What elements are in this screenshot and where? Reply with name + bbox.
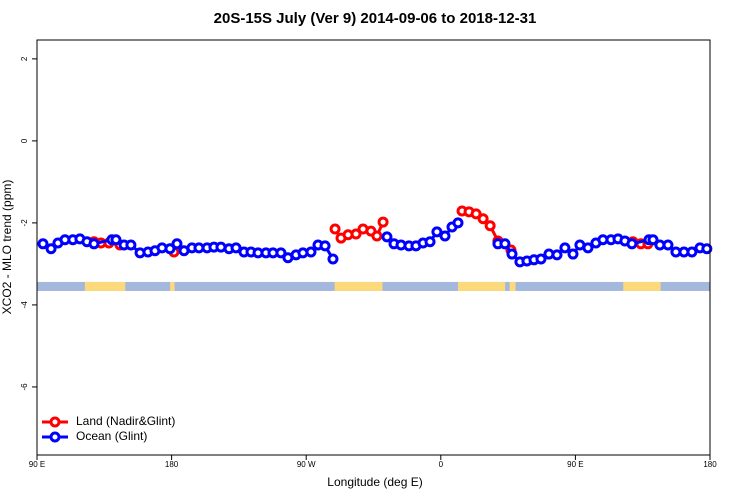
point	[701, 243, 713, 255]
point	[125, 239, 137, 251]
point	[37, 238, 49, 250]
land-strip	[509, 281, 516, 291]
point	[452, 217, 464, 229]
point	[559, 242, 571, 254]
point	[439, 230, 451, 242]
y-tick-label: -2	[20, 219, 29, 227]
land-strip	[334, 281, 383, 291]
point	[535, 253, 547, 265]
point	[470, 208, 482, 220]
point	[551, 249, 563, 261]
y-tick-label: 2	[20, 56, 29, 61]
point	[499, 238, 511, 250]
point	[164, 243, 176, 255]
chart-title: 20S-15S July (Ver 9) 2014-09-06 to 2018-…	[214, 10, 537, 27]
point	[45, 243, 57, 255]
y-tick-label: -6	[20, 383, 29, 391]
plot-frame	[36, 39, 711, 456]
point	[230, 242, 242, 254]
point	[329, 223, 341, 235]
y-tick-label: 0	[20, 138, 29, 143]
point	[686, 246, 698, 258]
x-tick-label: 90 E	[29, 460, 45, 469]
land-strip	[84, 281, 126, 291]
point	[626, 238, 638, 250]
land-strip	[457, 281, 506, 291]
point	[110, 234, 122, 246]
point	[381, 231, 393, 243]
x-tick-label: 180	[703, 460, 717, 469]
legend-marker	[49, 431, 61, 443]
point	[275, 247, 287, 259]
land-strip	[623, 281, 661, 291]
x-axis-label: Longitude (deg E)	[327, 475, 422, 489]
point	[567, 248, 579, 260]
point	[662, 239, 674, 251]
x-tick-label: 0	[439, 460, 444, 469]
point	[327, 253, 339, 265]
x-tick-label: 90 E	[567, 460, 583, 469]
point	[371, 230, 383, 242]
legend-label: Land (Nadir&Glint)	[76, 414, 175, 428]
y-axis-label: XCO2 - MLO trend (ppm)	[0, 180, 14, 315]
point	[647, 234, 659, 246]
point	[171, 238, 183, 250]
y-tick-label: -4	[20, 301, 29, 309]
x-tick-label: 180	[165, 460, 179, 469]
point	[424, 236, 436, 248]
land-strip	[170, 281, 175, 291]
point	[477, 213, 489, 225]
x-tick-label: 90 W	[297, 460, 316, 469]
point	[88, 238, 100, 250]
point	[319, 240, 331, 252]
point	[506, 248, 518, 260]
legend-marker	[49, 416, 61, 428]
point	[582, 242, 594, 254]
legend-label: Ocean (Glint)	[76, 429, 147, 443]
point	[484, 220, 496, 232]
point	[305, 246, 317, 258]
point	[431, 226, 443, 238]
point	[377, 216, 389, 228]
point	[350, 228, 362, 240]
